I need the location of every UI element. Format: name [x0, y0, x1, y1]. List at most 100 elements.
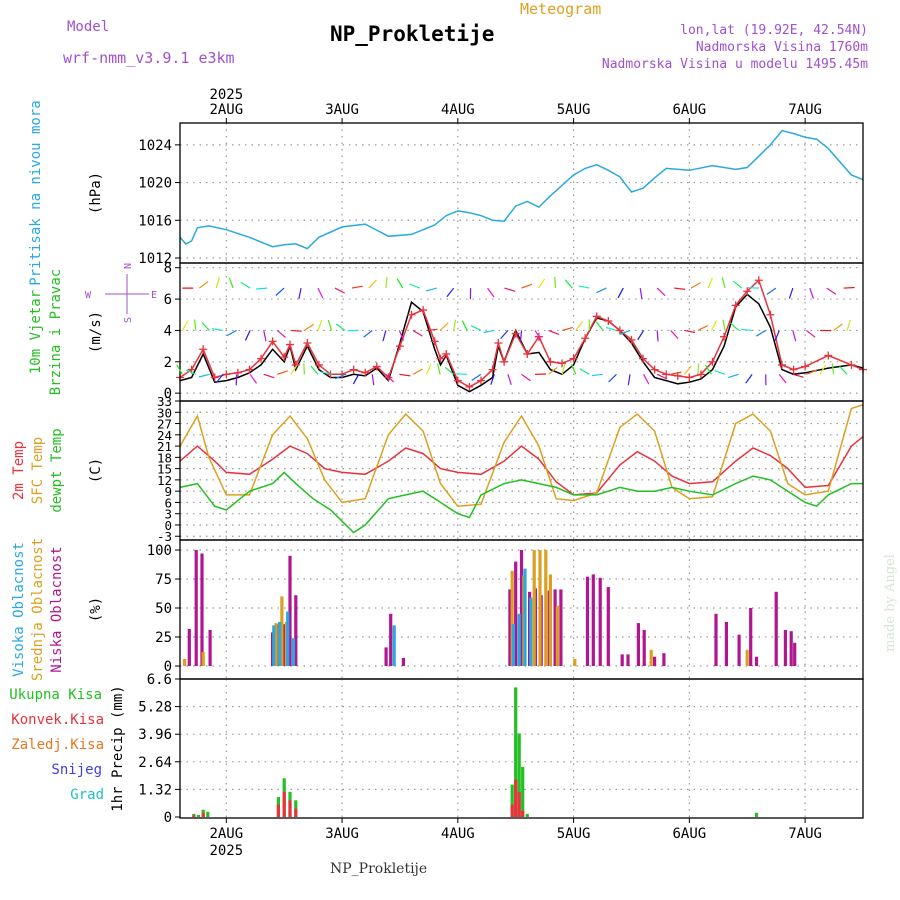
panel-unit-label: (C): [88, 458, 104, 483]
x-tick-label-bottom: 6AUG: [672, 826, 706, 842]
wind-direction-arrow-icon: [548, 329, 560, 335]
bar-clouds-niska: [200, 553, 204, 666]
wind-direction-arrow-icon: [399, 373, 411, 377]
footer-station: NP_Prokletije: [330, 861, 428, 877]
wind-direction-arrow-icon: [755, 329, 767, 337]
panel-ylabel: Niska Oblacnost: [49, 546, 65, 672]
precip-legend-label: Zaledj.Kisa: [11, 737, 104, 753]
wind-direction-arrow-icon: [398, 330, 405, 341]
wind-direction-arrow-icon: [317, 287, 324, 299]
wind-speed-marker: [285, 340, 294, 349]
wind-direction-arrow-icon: [409, 283, 420, 289]
bar-precip-konvek-kisa: [276, 804, 280, 817]
bar-clouds-niska: [737, 634, 741, 666]
wind-speed-marker: [824, 351, 833, 360]
bar-precip-konvek-kisa: [510, 804, 514, 817]
wind-direction-arrow-icon: [774, 330, 780, 341]
wind-direction-arrow-icon: [446, 287, 455, 298]
wind-direction-arrow-icon: [704, 364, 712, 375]
wind-direction-arrow-icon: [619, 329, 631, 335]
y-tick-label: 100: [147, 543, 172, 559]
wind-speed-marker: [650, 365, 659, 374]
wind-direction-arrow-icon: [843, 286, 855, 289]
compass-south: S: [123, 317, 134, 323]
bar-precip-konvek-kisa: [514, 779, 518, 817]
wind-direction-arrow-icon: [263, 330, 267, 342]
panel-ylabel: SFC Temp: [30, 437, 46, 504]
wind-direction-arrow-icon: [215, 277, 220, 289]
bar-clouds-niska: [519, 550, 524, 666]
bar-precip-ukupna-kisa: [196, 814, 201, 817]
wind-direction-arrow-icon: [303, 363, 306, 375]
wind-direction-arrow-icon: [733, 280, 743, 289]
x-tick-label-bottom: 7AUG: [788, 826, 822, 842]
wind-direction-arrow-icon: [656, 373, 668, 380]
wind-direction-arrow-icon: [564, 279, 573, 289]
wind-speed-marker: [222, 370, 231, 379]
precip-legend-label: Konvek.Kisa: [11, 712, 104, 728]
wind-direction-arrow-icon: [656, 287, 666, 297]
wind-direction-arrow-icon: [228, 277, 234, 289]
wind-speed-marker: [500, 357, 509, 366]
bar-clouds-niska: [288, 555, 292, 666]
wind-speed-marker: [743, 287, 752, 296]
y-tick-label: 8: [164, 261, 172, 277]
bar-clouds-niska: [598, 577, 602, 666]
wind-direction-arrow-icon: [684, 329, 696, 334]
wind-speed-marker: [280, 353, 289, 362]
wind-direction-arrow-icon: [212, 328, 224, 332]
panel-frame-precip: [179, 678, 864, 819]
wind-direction-arrow-icon: [683, 365, 692, 375]
wind-direction-arrow-icon: [521, 283, 533, 289]
wind-direction-arrow-icon: [730, 322, 739, 331]
wind-direction-arrow-icon: [317, 319, 323, 331]
bar-clouds-niska: [187, 628, 191, 666]
wind-direction-arrow-icon: [741, 328, 753, 332]
wind-speed-marker: [801, 362, 810, 371]
y-tick-label: 1012: [138, 251, 172, 267]
wind-direction-arrow-icon: [334, 287, 345, 294]
wind-speed-marker: [430, 337, 439, 346]
wind-speed-marker: [372, 362, 381, 371]
bar-clouds-niska: [514, 561, 518, 666]
y-tick-label: 2.64: [138, 755, 172, 771]
wind-direction-arrow-icon: [425, 287, 437, 292]
bar-clouds-srednja: [745, 649, 749, 666]
bar-clouds-niska: [636, 623, 640, 666]
x-tick-label-bottom: 2AUG: [209, 826, 243, 842]
wind-speed-marker: [720, 332, 729, 341]
wind-direction-arrow-icon: [507, 374, 512, 385]
wind-direction-arrow-icon: [639, 287, 643, 300]
bar-clouds-visoka: [517, 613, 521, 666]
wind-direction-arrow-icon: [579, 368, 590, 375]
y-tick-label: 4: [164, 323, 172, 339]
bar-clouds-niska: [642, 630, 646, 666]
x-tick-label-bottom: 3AUG: [325, 826, 359, 842]
y-tick-label: 0: [164, 518, 172, 533]
wind-direction-arrow-icon: [521, 373, 531, 382]
wind-speed-marker: [581, 334, 590, 343]
wind-speed-marker: [511, 329, 520, 338]
bar-clouds-niska: [653, 656, 657, 666]
y-tick-label: 18: [157, 450, 172, 465]
bar-clouds-niska: [282, 624, 286, 666]
wind-direction-arrow-icon: [833, 323, 843, 331]
wind-direction-arrow-icon: [595, 321, 604, 331]
wind-direction-arrow-icon: [806, 329, 816, 338]
wind-direction-arrow-icon: [548, 366, 558, 375]
bar-clouds-niska: [754, 656, 759, 666]
x-tick-label-top: 7AUG: [788, 102, 822, 118]
wind-direction-arrow-icon: [670, 330, 679, 340]
wind-direction-arrow-icon: [368, 279, 377, 289]
y-tick-label: 50: [155, 601, 172, 617]
wind-direction-arrow-icon: [554, 277, 557, 289]
wind-direction-arrow-icon: [819, 364, 827, 375]
wind-speed-marker: [777, 360, 786, 369]
wind-direction-arrow-icon: [396, 278, 404, 289]
wind-speed-marker: [453, 376, 462, 385]
bar-clouds-srednja: [573, 659, 577, 666]
wind-direction-arrow-icon: [385, 373, 395, 383]
y-tick-label: 1016: [138, 213, 172, 229]
bar-precip-ukupna-kisa: [514, 687, 518, 817]
wind-speed-marker: [395, 342, 404, 351]
